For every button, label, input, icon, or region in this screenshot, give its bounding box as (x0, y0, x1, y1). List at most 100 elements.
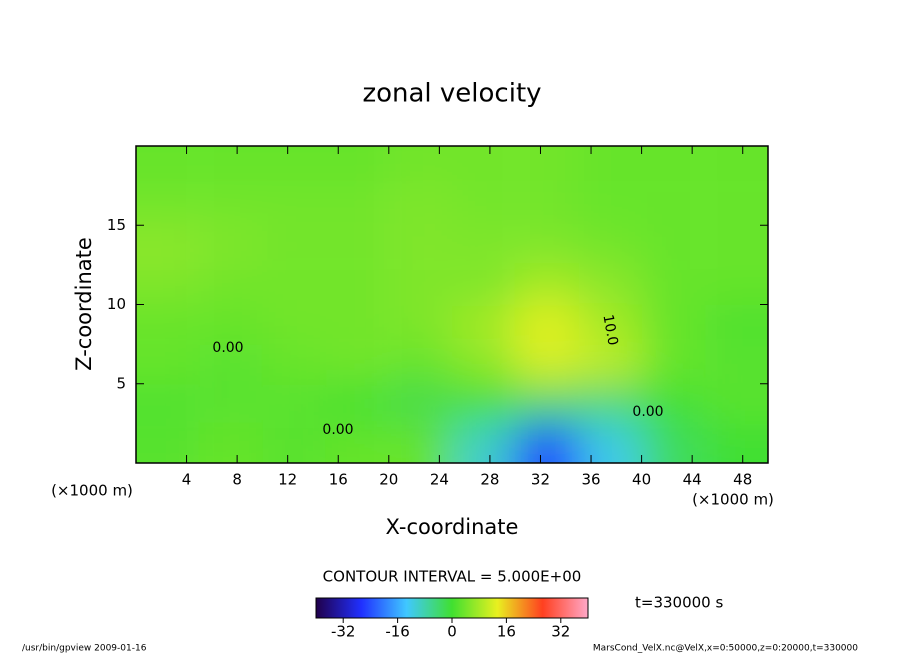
field-cell (262, 423, 326, 463)
field-cell (641, 264, 705, 305)
field-cell (136, 146, 200, 186)
field-cell (515, 225, 579, 265)
field-cell (388, 264, 452, 305)
field-cell (325, 344, 389, 384)
field-cell (325, 423, 389, 463)
x-tick-label: 16 (329, 471, 348, 489)
field-cell (325, 146, 389, 186)
field-cell (641, 185, 705, 226)
x-tick-label: 36 (581, 471, 600, 489)
chart-title: zonal velocity (362, 79, 541, 109)
colorbar-tick-label: 0 (447, 623, 457, 641)
x-axis-label: X-coordinate (386, 515, 519, 539)
field-cell (452, 423, 516, 463)
x-tick-label: 4 (182, 471, 192, 489)
field-cell (262, 146, 326, 186)
field-cell (515, 185, 579, 226)
x-tick-label: 44 (683, 471, 702, 489)
field-cell (136, 304, 200, 345)
field-cell (199, 344, 263, 384)
field-cell (388, 304, 452, 345)
field-cell (388, 146, 452, 186)
x-tick-label: 40 (632, 471, 651, 489)
field-cell (388, 344, 452, 384)
field-cell (578, 225, 642, 265)
footer-left: /usr/bin/gpview 2009-01-16 (22, 644, 147, 654)
colorbar-tick-label: -32 (331, 623, 356, 641)
field-cell (388, 185, 452, 226)
field-cell (388, 423, 452, 463)
colorbar-tick-label: 16 (497, 623, 516, 641)
field-cell (515, 146, 579, 186)
field-cell (452, 146, 516, 186)
colorbar-tick-label: -16 (385, 623, 410, 641)
field-cell (578, 423, 642, 463)
field-cell (578, 185, 642, 226)
field-cell (199, 264, 263, 305)
field-cell (452, 185, 516, 226)
field (136, 146, 768, 463)
x-tick-label: 20 (379, 471, 398, 489)
field-cell (136, 344, 200, 384)
x-tick-label: 8 (232, 471, 242, 489)
contour-label: 0.00 (632, 404, 663, 420)
y-tick-label: 5 (116, 374, 126, 392)
field-cell (452, 383, 516, 424)
field-cell (325, 185, 389, 226)
footer-right: MarsCond_VelX.nc@VelX,x=0:50000,z=0:2000… (593, 644, 858, 654)
x-tick-label: 32 (531, 471, 550, 489)
colorbar-tick-label: 32 (551, 623, 570, 641)
field-cell (452, 344, 516, 384)
field-cell (704, 304, 768, 345)
field-cell (199, 423, 263, 463)
field-cell (199, 383, 263, 424)
field-cell (136, 185, 200, 226)
field-cell (136, 383, 200, 424)
field-cell (325, 225, 389, 265)
field-cell (578, 383, 642, 424)
y-tick-label: 15 (107, 216, 126, 234)
field-cell (325, 304, 389, 345)
contour-interval: CONTOUR INTERVAL = 5.000E+00 (323, 568, 582, 586)
field-cell (641, 383, 705, 424)
contour-label: 0.00 (322, 422, 353, 438)
field-cell (388, 383, 452, 424)
y-tick-label: 10 (107, 295, 126, 313)
field-cell (452, 264, 516, 305)
field-cell (262, 225, 326, 265)
field-cell (325, 383, 389, 424)
field-cell (262, 264, 326, 305)
field-cell (641, 344, 705, 384)
field-cell (704, 344, 768, 384)
colorbar (315, 597, 589, 619)
field-cell (136, 423, 200, 463)
field-cell (578, 146, 642, 186)
y-axis-label: Z-coordinate (72, 237, 96, 371)
plot-area (136, 146, 768, 463)
x-unit: (×1000 m) (51, 482, 133, 500)
x-tick-label: 48 (733, 471, 752, 489)
field-cell (262, 304, 326, 345)
field-cell (325, 264, 389, 305)
field-cell (199, 225, 263, 265)
field-cell (452, 304, 516, 345)
field-cell (704, 146, 768, 186)
contour-label: 0.00 (212, 340, 243, 356)
field-cell (199, 146, 263, 186)
field-cell (515, 423, 579, 463)
field-cell (641, 304, 705, 345)
field-cell (136, 225, 200, 265)
field-cell (641, 146, 705, 186)
field-cell (515, 344, 579, 384)
field-cell (704, 264, 768, 305)
field-cell (515, 383, 579, 424)
field-cell (262, 185, 326, 226)
field-cell (704, 383, 768, 424)
field-cell (641, 225, 705, 265)
field-cell (262, 344, 326, 384)
field-cell (452, 225, 516, 265)
time-label: t=330000 s (635, 594, 723, 612)
x-tick-label: 28 (480, 471, 499, 489)
x-tick-label: 12 (278, 471, 297, 489)
